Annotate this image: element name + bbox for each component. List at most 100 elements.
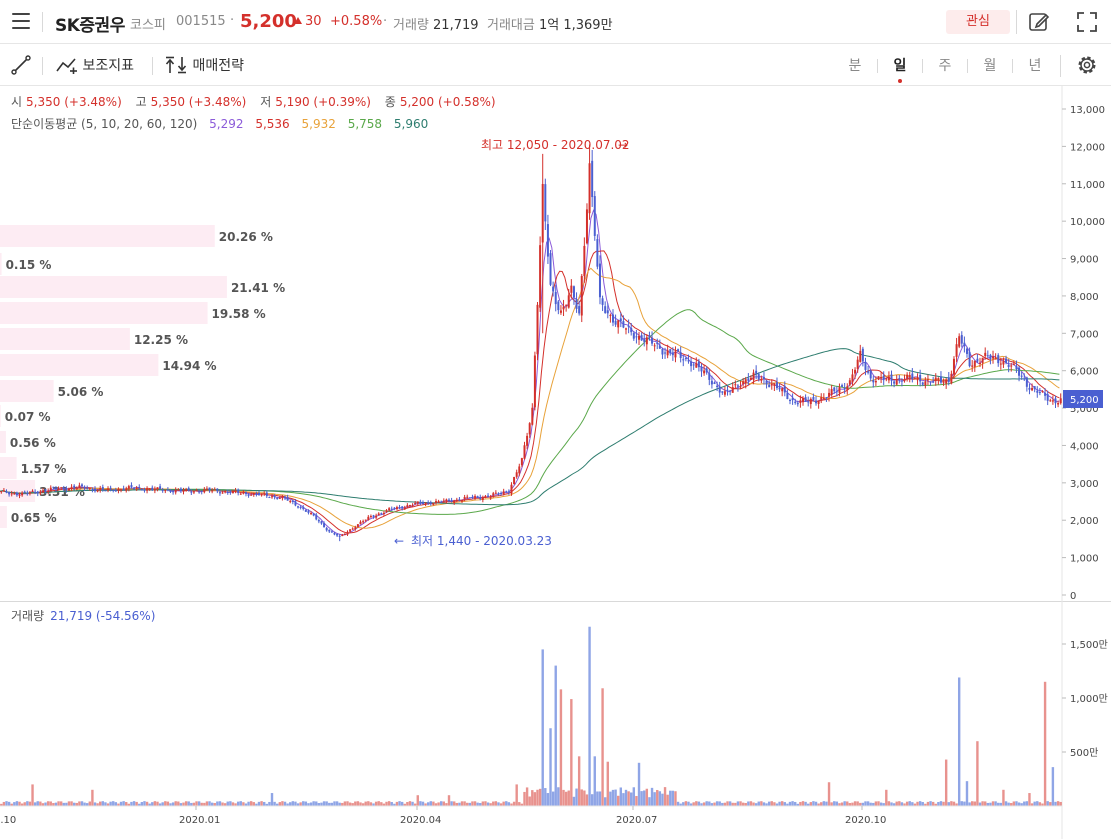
candle-body	[60, 487, 63, 489]
x-tick-label: 2020.07	[616, 815, 657, 826]
candle-body	[658, 345, 661, 349]
candle-body	[487, 495, 490, 497]
draw-line-icon[interactable]	[11, 55, 31, 75]
volume-bar	[341, 802, 344, 806]
candle-body	[492, 493, 495, 496]
candle-body	[778, 387, 781, 390]
candle-body	[591, 160, 594, 198]
candle-body	[796, 402, 799, 405]
volume-bar	[952, 801, 956, 806]
period-week[interactable]: 주	[938, 58, 952, 74]
candle-body	[369, 515, 372, 517]
candle-body	[169, 490, 172, 493]
menu-icon[interactable]	[12, 13, 30, 29]
candle-body	[757, 374, 760, 380]
settings-gear-icon[interactable]	[1076, 54, 1098, 76]
volume-profile-label: 0.56 %	[10, 436, 56, 450]
volume-bar	[145, 801, 149, 806]
volume-bar	[713, 802, 716, 806]
candle-body	[567, 295, 570, 308]
last-price-label: 5,200	[1070, 395, 1099, 406]
volume-bar	[718, 801, 721, 806]
candle-body	[36, 491, 39, 494]
candle-body	[864, 361, 867, 370]
volume-bar	[567, 790, 570, 806]
candle-body	[1018, 367, 1021, 376]
candle-body	[419, 501, 422, 504]
volume-bar	[166, 801, 170, 806]
divider	[152, 57, 153, 75]
strategy-button[interactable]: 매매전략	[164, 55, 244, 77]
candle-body	[893, 381, 896, 384]
volume-bar	[622, 793, 625, 806]
candle-body	[627, 325, 630, 327]
candle-body	[364, 519, 367, 521]
market-label: 코스피	[130, 18, 166, 33]
candle-body	[427, 502, 430, 504]
candle-body	[838, 387, 841, 393]
volume-bar	[369, 802, 373, 806]
candle-body	[461, 499, 464, 502]
candle-body	[268, 497, 271, 499]
volume-bar	[505, 801, 508, 806]
fullscreen-icon[interactable]	[1076, 11, 1098, 33]
low-value: 5,190 (+0.39%)	[275, 95, 371, 109]
volume-bar	[453, 801, 456, 806]
volume-bar	[692, 802, 695, 806]
volume-chart[interactable]: 500만 1,000만 1,500만 9.10 2020.01 2020.04 2020.…	[0, 601, 1111, 839]
volume-bar	[554, 665, 557, 806]
period-year[interactable]: 년	[1028, 58, 1042, 74]
volume-bar	[741, 802, 745, 806]
candle-body	[760, 379, 763, 381]
volume-bar	[484, 801, 487, 806]
candle-body	[343, 533, 346, 535]
candle-body	[887, 376, 890, 381]
chart-toolbar: 보조지표 매매전략 분 일 주 월 년	[0, 45, 1111, 86]
volume-bar	[234, 803, 237, 806]
candle-body	[588, 163, 591, 214]
price-chart[interactable]: 20.26 % 0.15 % 21.41 % 19.58 % 12.25 % 14.94 …	[0, 86, 1111, 601]
candle-body	[570, 285, 573, 293]
y-tick-label: 0	[1070, 591, 1076, 601]
volume-bar	[184, 801, 188, 806]
candle-body	[625, 328, 628, 330]
pane-divider	[0, 601, 1111, 602]
period-minute[interactable]: 분	[848, 58, 862, 74]
candle-body	[148, 488, 151, 490]
volume-bar	[1041, 803, 1044, 806]
edit-icon[interactable]	[1028, 11, 1050, 33]
candle-body	[257, 493, 260, 495]
favorite-button[interactable]: 관심	[946, 10, 1010, 34]
volume-bar	[523, 791, 526, 806]
candle-body	[315, 514, 318, 520]
candle-body	[994, 357, 997, 359]
period-day[interactable]: 일	[885, 55, 915, 83]
candle-body	[945, 379, 948, 384]
volume-bar	[320, 802, 323, 806]
high-label: 고	[135, 95, 147, 109]
volume-bar	[908, 801, 911, 806]
volume-bar	[838, 803, 841, 806]
candle-body	[731, 387, 734, 393]
indicator-button[interactable]: 보조지표	[56, 55, 134, 77]
divider	[42, 57, 43, 75]
volume-bar	[572, 796, 576, 806]
volume-bar	[354, 801, 357, 806]
volume-bar	[44, 802, 47, 806]
candle-body	[481, 497, 484, 500]
candle-body	[359, 521, 362, 525]
candle-body	[710, 380, 713, 385]
period-month[interactable]: 월	[983, 58, 997, 74]
candle-body	[112, 489, 115, 491]
volume-legend-value: 21,719 (-54.56%)	[50, 609, 156, 623]
volume-bar	[637, 762, 641, 806]
candle-body	[611, 314, 614, 323]
candle-body	[127, 486, 130, 489]
change-value: 30	[305, 14, 322, 29]
candle-body	[736, 385, 739, 387]
volume-bar	[1043, 681, 1047, 806]
volume-bar	[874, 801, 878, 806]
volume-bar	[934, 803, 937, 806]
candle-body	[62, 488, 65, 490]
volume-bar	[773, 802, 776, 806]
